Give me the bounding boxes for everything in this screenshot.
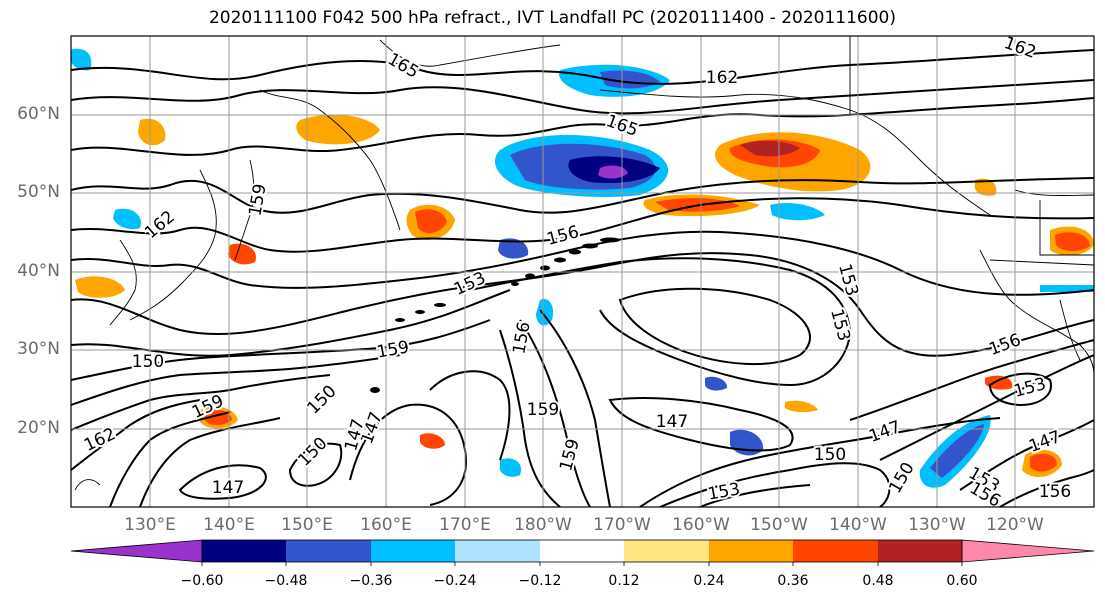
contour-label: 165 — [384, 49, 422, 83]
colorbar-tick: −0.60 — [180, 573, 224, 589]
lon-label-170w: 170°W — [593, 515, 651, 535]
contour-label: 159 — [375, 337, 410, 362]
graticule — [71, 36, 1094, 507]
colorbar-tick: −0.24 — [433, 573, 477, 589]
colorbar-tick: 0.12 — [608, 573, 640, 589]
lat-label-30n: 30°N — [17, 339, 60, 359]
lat-label-40n: 40°N — [17, 261, 60, 281]
contour-label: 150 — [132, 352, 164, 372]
contour-label: 147 — [1026, 427, 1063, 457]
lon-label-170e: 170°E — [439, 515, 491, 535]
colorbar-bin — [709, 540, 793, 562]
contour-label: 150 — [294, 433, 331, 470]
lon-label-150w: 150°W — [750, 515, 808, 535]
colorbar-bin — [455, 540, 540, 562]
colorbar — [70, 539, 1095, 566]
contour-label: 147 — [866, 417, 903, 447]
contour-label: 153 — [826, 307, 854, 344]
contour-label: 153 — [1012, 374, 1049, 402]
shading-layer — [71, 48, 1094, 488]
colorbar-bin — [878, 540, 962, 562]
colorbar-bin — [624, 540, 709, 562]
contour-label: 156 — [545, 222, 582, 250]
colorbar-outline — [201, 539, 963, 563]
contour-layer — [71, 49, 1094, 507]
colorbar-tick: 0.36 — [777, 573, 809, 589]
colorbar-tick: 0.24 — [693, 573, 725, 589]
contour-label: 162 — [141, 207, 179, 243]
colorbar-tick: −0.12 — [518, 573, 562, 589]
colorbar-bin — [202, 540, 286, 562]
map-frame — [70, 35, 1095, 508]
contour-label: 159 — [556, 437, 584, 474]
map-title: 2020111100 F042 500 hPa refract., IVT La… — [208, 8, 896, 28]
lon-label-180w: 180°W — [514, 515, 572, 535]
lon-label-120w: 120°W — [986, 515, 1044, 535]
contour-label: 156 — [1039, 482, 1071, 502]
contour-label: 162 — [706, 68, 738, 88]
colorbar-bin — [540, 540, 624, 562]
colorbar-extension-low — [70, 539, 203, 563]
colorbar-tick: −0.48 — [264, 573, 308, 589]
contour-label: 156 — [986, 330, 1023, 360]
contour-label: 162 — [1001, 33, 1038, 63]
contour-label: 165 — [603, 111, 640, 141]
contour-label: 147 — [212, 478, 244, 498]
lon-label-130w: 130°W — [908, 515, 966, 535]
lat-label-20n: 20°N — [17, 418, 60, 438]
lat-label-60n: 60°N — [17, 104, 60, 124]
lon-label-130e: 130°E — [124, 515, 176, 535]
colorbar-bin — [793, 540, 878, 562]
colorbar-tick: 0.60 — [946, 573, 978, 589]
lon-label-140e: 140°E — [203, 515, 255, 535]
lat-label-50n: 50°N — [17, 182, 60, 202]
contour-label: 150 — [303, 381, 340, 418]
jet-dashes — [370, 237, 620, 393]
contour-label: 147 — [656, 412, 688, 432]
contour-label: 147 — [341, 417, 369, 454]
colorbar-tick: −0.36 — [349, 573, 393, 589]
lon-label-140w: 140°W — [829, 515, 887, 535]
colorbar-bin — [286, 540, 371, 562]
lon-label-160w: 160°W — [672, 515, 730, 535]
lon-label-160e: 160°E — [360, 515, 412, 535]
colorbar-tick: 0.48 — [862, 573, 894, 589]
lon-label-150e: 150°E — [281, 515, 333, 535]
contour-label: 159 — [527, 400, 559, 420]
colorbar-bin — [371, 540, 455, 562]
contour-label: 153 — [706, 479, 741, 504]
colorbar-extension-high — [961, 539, 1095, 563]
contour-label: 150 — [814, 445, 846, 465]
coastline-layer — [74, 36, 1094, 491]
